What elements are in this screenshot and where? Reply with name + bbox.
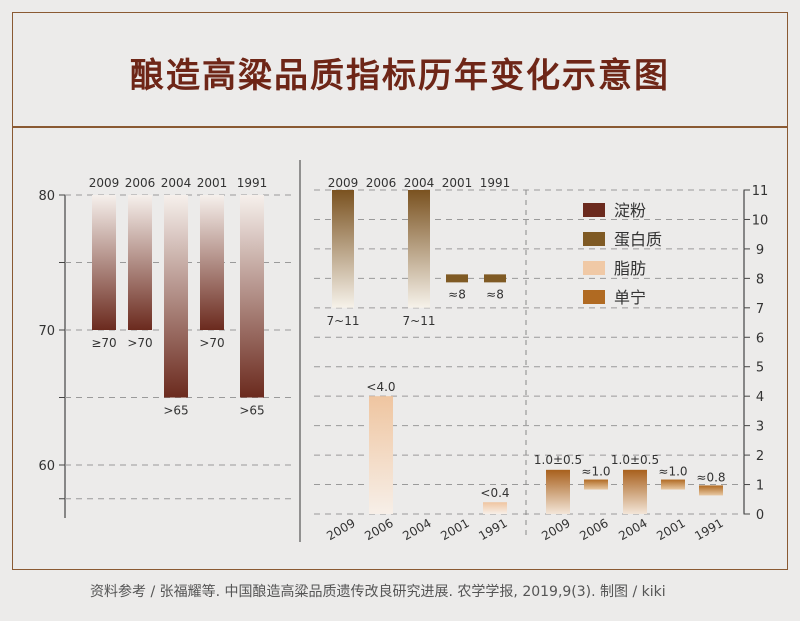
right-y-tick-label: 4: [756, 390, 764, 405]
left-bar-value-label: ≥70: [91, 336, 116, 350]
tannin-category-label: 2006: [577, 516, 610, 543]
source-note: 资料参考 / 张福耀等. 中国酿造高粱品质遗传改良研究进展. 农学学报, 201…: [90, 584, 666, 600]
left-bar-value-label: >70: [199, 336, 224, 350]
frame-left-line: [12, 12, 13, 570]
right-y-tick-label: 3: [756, 420, 764, 435]
legend-swatch: [583, 261, 605, 275]
fat-value-label: <4.0: [366, 380, 395, 394]
frame-right-line: [787, 12, 788, 570]
left-starch-bar: [164, 195, 188, 398]
left-bar-value-label: >65: [163, 404, 188, 418]
left-starch-bar: [92, 195, 116, 330]
legend-label: 脂肪: [614, 259, 646, 278]
right-y-tick-label: 8: [756, 272, 764, 287]
right-y-tick-label: 11: [752, 184, 769, 199]
tannin-range-bar: [623, 469, 647, 514]
right-y-tick-label: 7: [756, 302, 764, 317]
protein-category-label: 2009: [328, 176, 359, 190]
left-category-label: 2009: [89, 176, 120, 190]
protein-value-label: ≈8: [448, 287, 466, 301]
legend-swatch: [583, 203, 605, 217]
fat-value-label: <0.4: [480, 486, 509, 500]
chart-title: 酿造高粱品质指标历年变化示意图: [130, 56, 670, 96]
legend-swatch: [583, 290, 605, 304]
tannin-marker: [661, 479, 685, 490]
tannin-category-label: 2001: [654, 516, 687, 543]
left-category-label: 2004: [161, 176, 192, 190]
tannin-value-label: ≈1.0: [658, 465, 687, 479]
legend-label: 淀粉: [614, 201, 646, 220]
protein-value-label: 7~11: [327, 314, 360, 328]
tannin-value-label: ≈1.0: [581, 465, 610, 479]
tannin-range-bar: [546, 469, 570, 514]
left-bar-value-label: >65: [239, 404, 264, 418]
fat-category-label: 2004: [400, 516, 433, 543]
tannin-category-label: 2004: [616, 516, 649, 543]
right-y-tick-label: 0: [756, 508, 764, 523]
frame-header-divider: [12, 126, 788, 128]
left-y-tick-label: 80: [38, 189, 55, 204]
left-category-label: 2001: [197, 176, 228, 190]
frame-top-line: [12, 12, 788, 13]
right-y-tick-label: 6: [756, 331, 764, 346]
left-category-label: 1991: [237, 176, 268, 190]
legend-label: 蛋白质: [614, 230, 662, 249]
left-y-tick-label: 70: [38, 324, 55, 339]
protein-range-bar: [332, 190, 354, 308]
left-y-tick-label: 60: [38, 459, 55, 474]
right-y-tick-label: 9: [756, 243, 764, 258]
protein-category-label: 2001: [442, 176, 473, 190]
right-y-tick-label: 1: [756, 479, 764, 494]
fat-bar: [369, 396, 393, 514]
legend-label: 单宁: [614, 288, 646, 307]
protein-marker: [484, 274, 506, 283]
legend-swatch: [583, 232, 605, 246]
fat-category-label: 1991: [476, 516, 509, 543]
tannin-marker: [584, 479, 608, 490]
fat-category-label: 2006: [362, 516, 395, 543]
fat-category-label: 2009: [324, 516, 357, 543]
protein-category-label: 2004: [404, 176, 435, 190]
frame-bottom-line: [12, 569, 788, 570]
left-starch-bar: [128, 195, 152, 330]
fat-category-label: 2001: [438, 516, 471, 543]
protein-category-label: 2006: [366, 176, 397, 190]
protein-value-label: 7~11: [403, 314, 436, 328]
protein-value-label: ≈8: [486, 287, 504, 301]
left-starch-bar: [200, 195, 224, 330]
left-category-label: 2006: [125, 176, 156, 190]
right-y-tick-label: 2: [756, 449, 764, 464]
tannin-category-label: 1991: [692, 516, 725, 543]
tannin-marker: [699, 485, 723, 496]
protein-category-label: 1991: [480, 176, 511, 190]
fat-bar: [483, 502, 507, 514]
right-y-tick-label: 10: [752, 213, 769, 228]
left-bar-value-label: >70: [127, 336, 152, 350]
tannin-value-label: ≈0.8: [696, 470, 725, 484]
tannin-category-label: 2009: [539, 516, 572, 543]
protein-range-bar: [408, 190, 430, 308]
tannin-value-label: 1.0±0.5: [611, 453, 659, 467]
left-starch-bar: [240, 195, 264, 398]
tannin-value-label: 1.0±0.5: [534, 453, 582, 467]
right-y-tick-label: 5: [756, 361, 764, 376]
protein-marker: [446, 274, 468, 283]
